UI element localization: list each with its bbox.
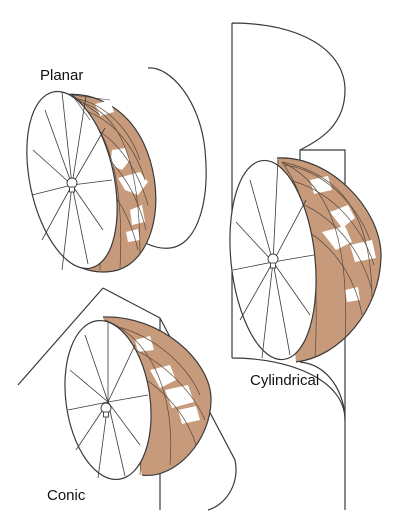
light-bulb-icon (100, 402, 112, 418)
conic-projection: Conic (17, 287, 237, 511)
light-bulb-icon (267, 253, 279, 269)
conic-label: Conic (47, 487, 86, 504)
cylindrical-land-features (310, 176, 376, 302)
planar-land-features (95, 100, 148, 242)
cylinder-surface (231, 22, 346, 510)
planar-rays (71, 94, 111, 121)
planar-spokes (31, 91, 113, 271)
planar-label: Planar (40, 67, 83, 84)
planar-projection-plane (119, 67, 207, 249)
conic-spokes (67, 322, 149, 479)
light-bulb-icon (66, 177, 78, 193)
cylindrical-label: Cylindrical (250, 372, 319, 389)
cylinder-front-edge (299, 361, 346, 421)
cone-surface (17, 287, 237, 511)
cylindrical-projection: Cylindrical (229, 22, 382, 510)
cylindrical-spokes (232, 159, 315, 359)
planar-projection: Planar (26, 67, 207, 273)
